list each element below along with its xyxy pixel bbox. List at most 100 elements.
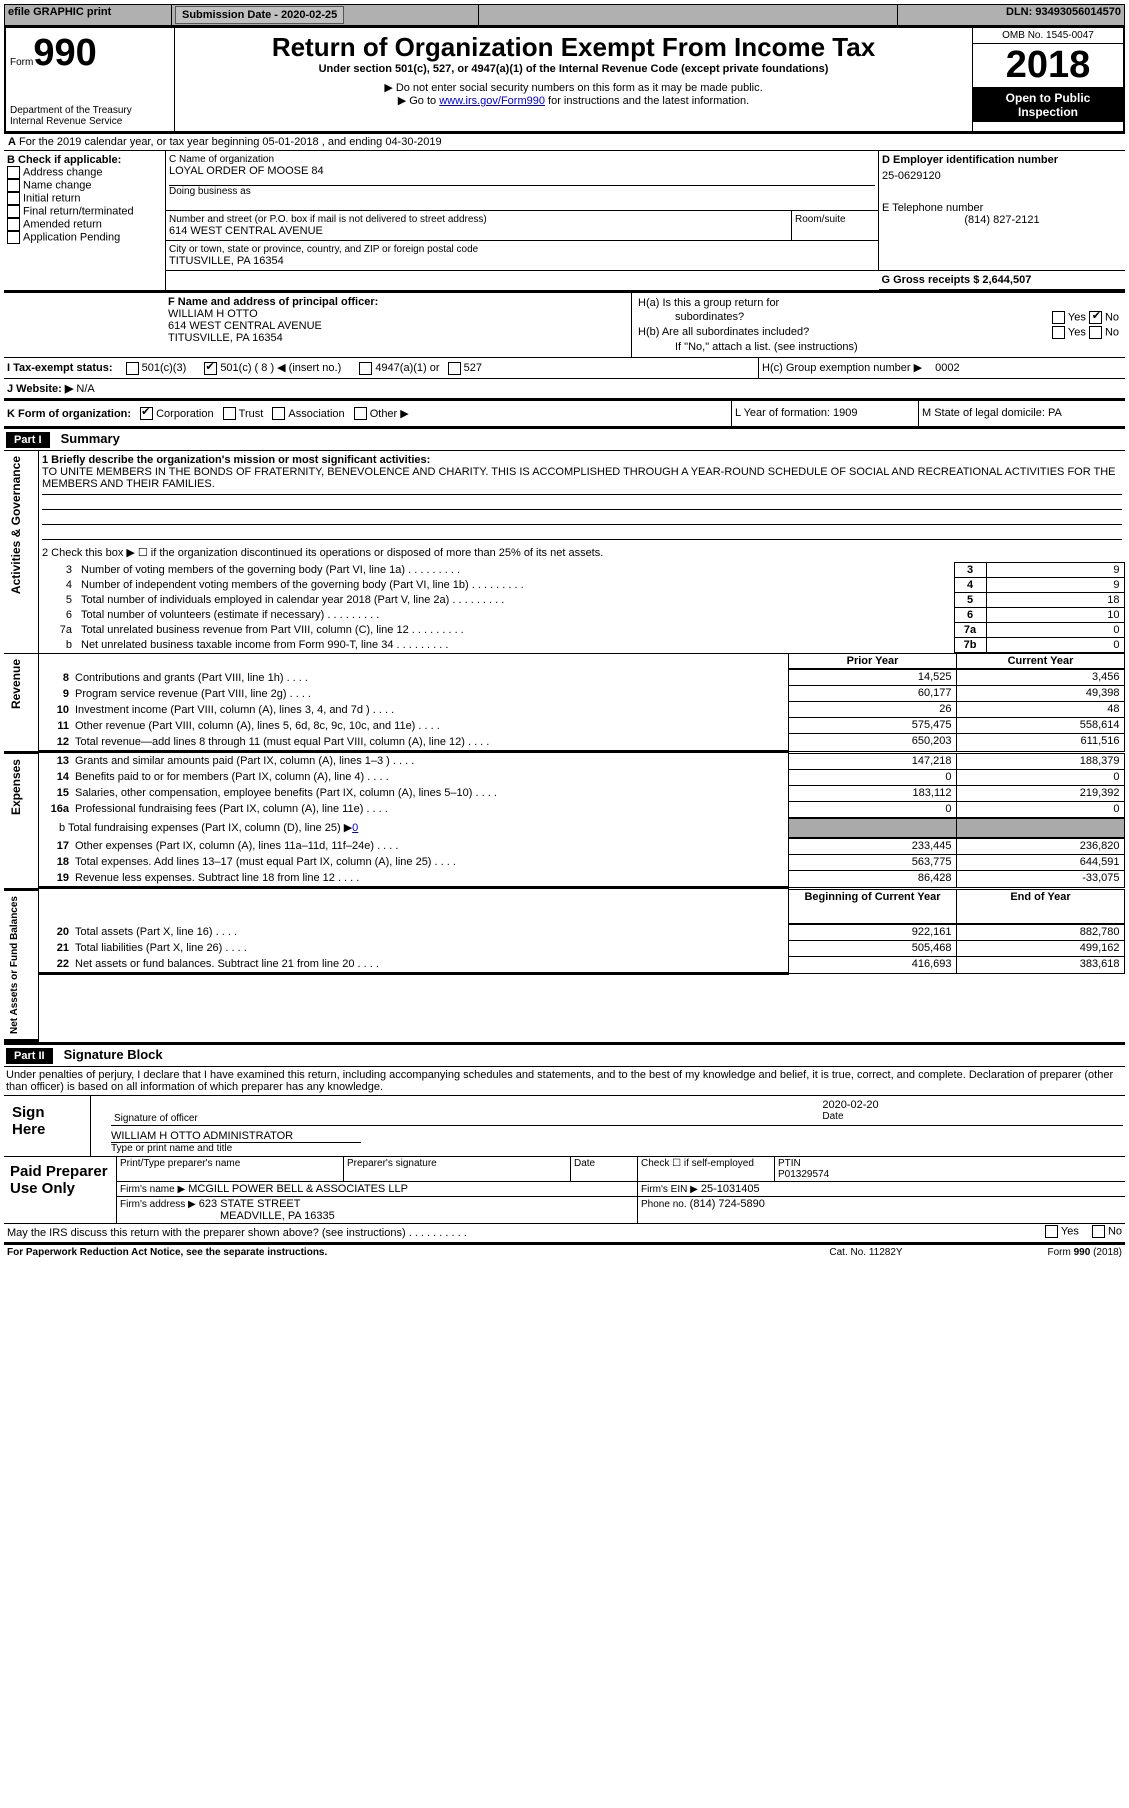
d-label: D Employer identification number [882,154,1122,166]
hb-no: No [1105,326,1119,338]
row-label: Total number of individuals employed in … [78,593,954,608]
open-public-2: Inspection [976,105,1120,119]
discuss-yes-checkbox[interactable] [1045,1225,1058,1238]
col-prior: Prior Year [789,654,957,669]
row-prior: 0 [788,801,956,817]
row-label: Number of independent voting members of … [78,578,954,593]
form-title: Return of Organization Exempt From Incom… [179,32,968,63]
row-prior: 60,177 [788,686,956,702]
ha-yes-checkbox[interactable] [1052,311,1065,324]
row-label: Number of voting members of the governin… [78,563,954,578]
discuss-no-checkbox[interactable] [1092,1225,1105,1238]
i-opt1: 501(c)(3) [142,362,187,374]
row-num: b [39,638,78,653]
app-pending-checkbox[interactable] [7,231,20,244]
prep-name-label: Print/Type preparer's name [117,1157,344,1182]
form990-link[interactable]: www.irs.gov/Form990 [439,95,545,107]
hb-no-checkbox[interactable] [1089,326,1102,339]
row-label: 13Grants and similar amounts paid (Part … [39,753,788,769]
row-label: 12Total revenue—add lines 8 through 11 (… [39,734,788,752]
amended-return-checkbox[interactable] [7,218,20,231]
row-label: 19Revenue less expenses. Subtract line 1… [39,870,788,888]
ha-sub: subordinates? [675,311,744,323]
row-num: 7a [39,623,78,638]
k-opt0: Corporation [156,408,213,420]
row-label: 10Investment income (Part VIII, column (… [39,702,788,718]
row-label: 17Other expenses (Part IX, column (A), l… [39,838,788,854]
row-current: -33,075 [956,870,1124,888]
hb-note: If "No," attach a list. (see instruction… [635,340,1122,354]
row-box: 5 [954,593,986,608]
col-current: Current Year [957,654,1125,669]
vert-netassets: Net Assets or Fund Balances [7,892,22,1038]
row-prior: 575,475 [788,718,956,734]
i-opt2: 501(c) ( 8 ) ◀ (insert no.) [220,362,341,374]
part2-title: Signature Block [64,1047,163,1062]
line-a: For the 2019 calendar year, or tax year … [19,136,442,148]
row-box: 7b [954,638,986,653]
part1-header: Part I [6,432,50,448]
line2: 2 Check this box ▶ ☐ if the organization… [39,543,1125,562]
line16b-label: b Total fundraising expenses (Part IX, c… [59,822,352,834]
row-current: 0 [956,769,1124,785]
part1-title: Summary [61,431,120,446]
row-current: 0 [956,801,1124,817]
row-current: 558,614 [956,718,1124,734]
initial-return-checkbox[interactable] [7,192,20,205]
addr-change-checkbox[interactable] [7,166,20,179]
note-goto-pre: Go to [409,95,439,107]
hb-yes: Yes [1068,326,1086,338]
c-street-label: Number and street (or P.O. box if mail i… [169,214,788,225]
row-val: 18 [986,593,1124,608]
i-501c-checkbox[interactable] [204,362,217,375]
f-street: 614 WEST CENTRAL AVENUE [168,320,628,332]
form-label: Form [10,57,33,68]
d-value: 25-0629120 [882,170,1122,182]
i-527-checkbox[interactable] [448,362,461,375]
name-change-checkbox[interactable] [7,179,20,192]
row-label: Net unrelated business taxable income fr… [78,638,954,653]
k-other-checkbox[interactable] [354,407,367,420]
e-value: (814) 827-2121 [882,214,1122,226]
row-current: 383,618 [956,956,1124,974]
row-label: 15Salaries, other compensation, employee… [39,785,788,801]
row-prior: 86,428 [788,870,956,888]
line16b-value[interactable]: 0 [352,822,358,834]
form-number: 990 [33,32,96,74]
k-trust-checkbox[interactable] [223,407,236,420]
ha-label: H(a) Is this a group return for [638,297,779,309]
hb-yes-checkbox[interactable] [1052,326,1065,339]
k-corp-checkbox[interactable] [140,407,153,420]
final-return-checkbox[interactable] [7,205,20,218]
ha-no-checkbox[interactable] [1089,311,1102,324]
sig-name-label: Type or print name and title [111,1143,1123,1154]
firm-name-label: Firm's name ▶ [120,1184,185,1195]
k-assoc-checkbox[interactable] [272,407,285,420]
c-room-label: Room/suite [792,211,879,241]
row-label: 16aProfessional fundraising fees (Part I… [39,801,788,817]
row-current: 882,780 [956,924,1124,940]
row-current: 499,162 [956,940,1124,956]
i-4947-checkbox[interactable] [359,362,372,375]
row-label: Total unrelated business revenue from Pa… [78,623,954,638]
row-current: 48 [956,702,1124,718]
discuss-label: May the IRS discuss this return with the… [7,1227,406,1239]
row-val: 9 [986,563,1124,578]
row-current: 188,379 [956,753,1124,769]
c-name: LOYAL ORDER OF MOOSE 84 [169,165,875,177]
row-prior: 147,218 [788,753,956,769]
submission-date-button[interactable]: Submission Date - 2020-02-25 [175,6,344,24]
firm-ein-label: Firm's EIN ▶ [641,1184,698,1195]
prep-sig-label: Preparer's signature [344,1157,571,1182]
row-label: 18Total expenses. Add lines 13–17 (must … [39,854,788,870]
firm-phone-label: Phone no. [641,1199,687,1210]
row-box: 6 [954,608,986,623]
j-label: J Website: ▶ [7,383,73,395]
row-label: 8Contributions and grants (Part VIII, li… [39,670,788,686]
row-label: 21Total liabilities (Part X, line 26) . … [39,940,788,956]
prep-date-label: Date [571,1157,638,1182]
i-501c3-checkbox[interactable] [126,362,139,375]
row-num: 5 [39,593,78,608]
row-label: 11Other revenue (Part VIII, column (A), … [39,718,788,734]
note-ssn: Do not enter social security numbers on … [396,82,763,94]
